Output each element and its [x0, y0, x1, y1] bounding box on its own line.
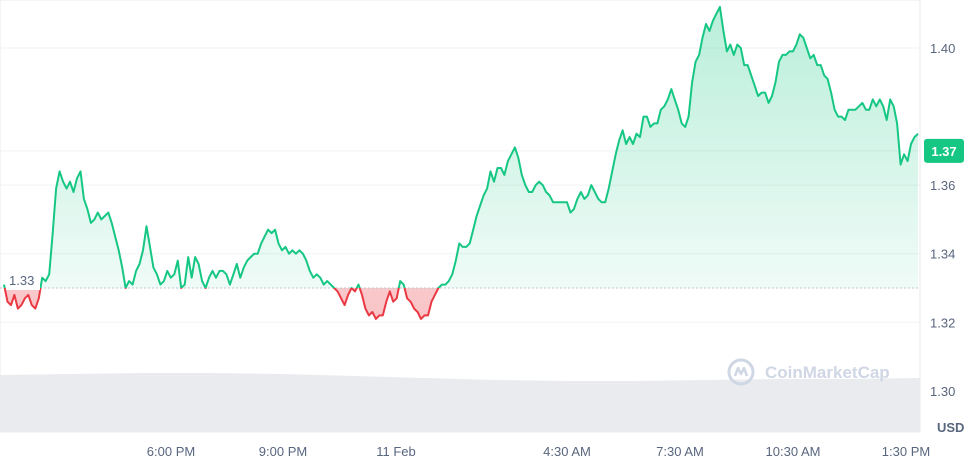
- watermark-text: CoinMarketCap: [765, 363, 890, 382]
- coinmarketcap-logo-icon: [727, 358, 755, 386]
- x-axis: 6:00 PM 9:00 PM 11 Feb 4:30 AM 7:30 AM 10:30 …: [147, 444, 930, 459]
- price-line-up: [3, 5, 919, 288]
- volume-area: [0, 373, 920, 432]
- y-tick-label: 1.36: [930, 178, 955, 193]
- y-tick-label: 1.30: [930, 384, 955, 399]
- x-tick-label: 1:30 PM: [882, 444, 930, 459]
- x-tick-label: 11 Feb: [376, 444, 416, 459]
- y-axis: 1.30 1.32 1.34 1.36 1.37 1.40: [930, 41, 955, 399]
- area-above-baseline: [4, 6, 918, 288]
- y-tick-label: 1.34: [930, 247, 955, 262]
- x-tick-label: 9:00 PM: [259, 444, 307, 459]
- y-axis-unit: USD: [937, 420, 964, 435]
- y-tick-label: 1.32: [930, 315, 955, 330]
- current-price-badge: 1.37: [924, 138, 964, 163]
- current-price-value: 1.37: [931, 144, 956, 159]
- coinmarketcap-watermark: CoinMarketCap: [727, 358, 890, 386]
- y-tick-label: 1.40: [930, 41, 955, 56]
- x-tick-label: 4:30 AM: [543, 444, 591, 459]
- x-tick-label: 7:30 AM: [656, 444, 704, 459]
- x-tick-label: 6:00 PM: [147, 444, 195, 459]
- x-tick-label: 10:30 AM: [766, 444, 821, 459]
- baseline-label: 1.33: [6, 270, 40, 290]
- baseline-value: 1.33: [9, 273, 34, 288]
